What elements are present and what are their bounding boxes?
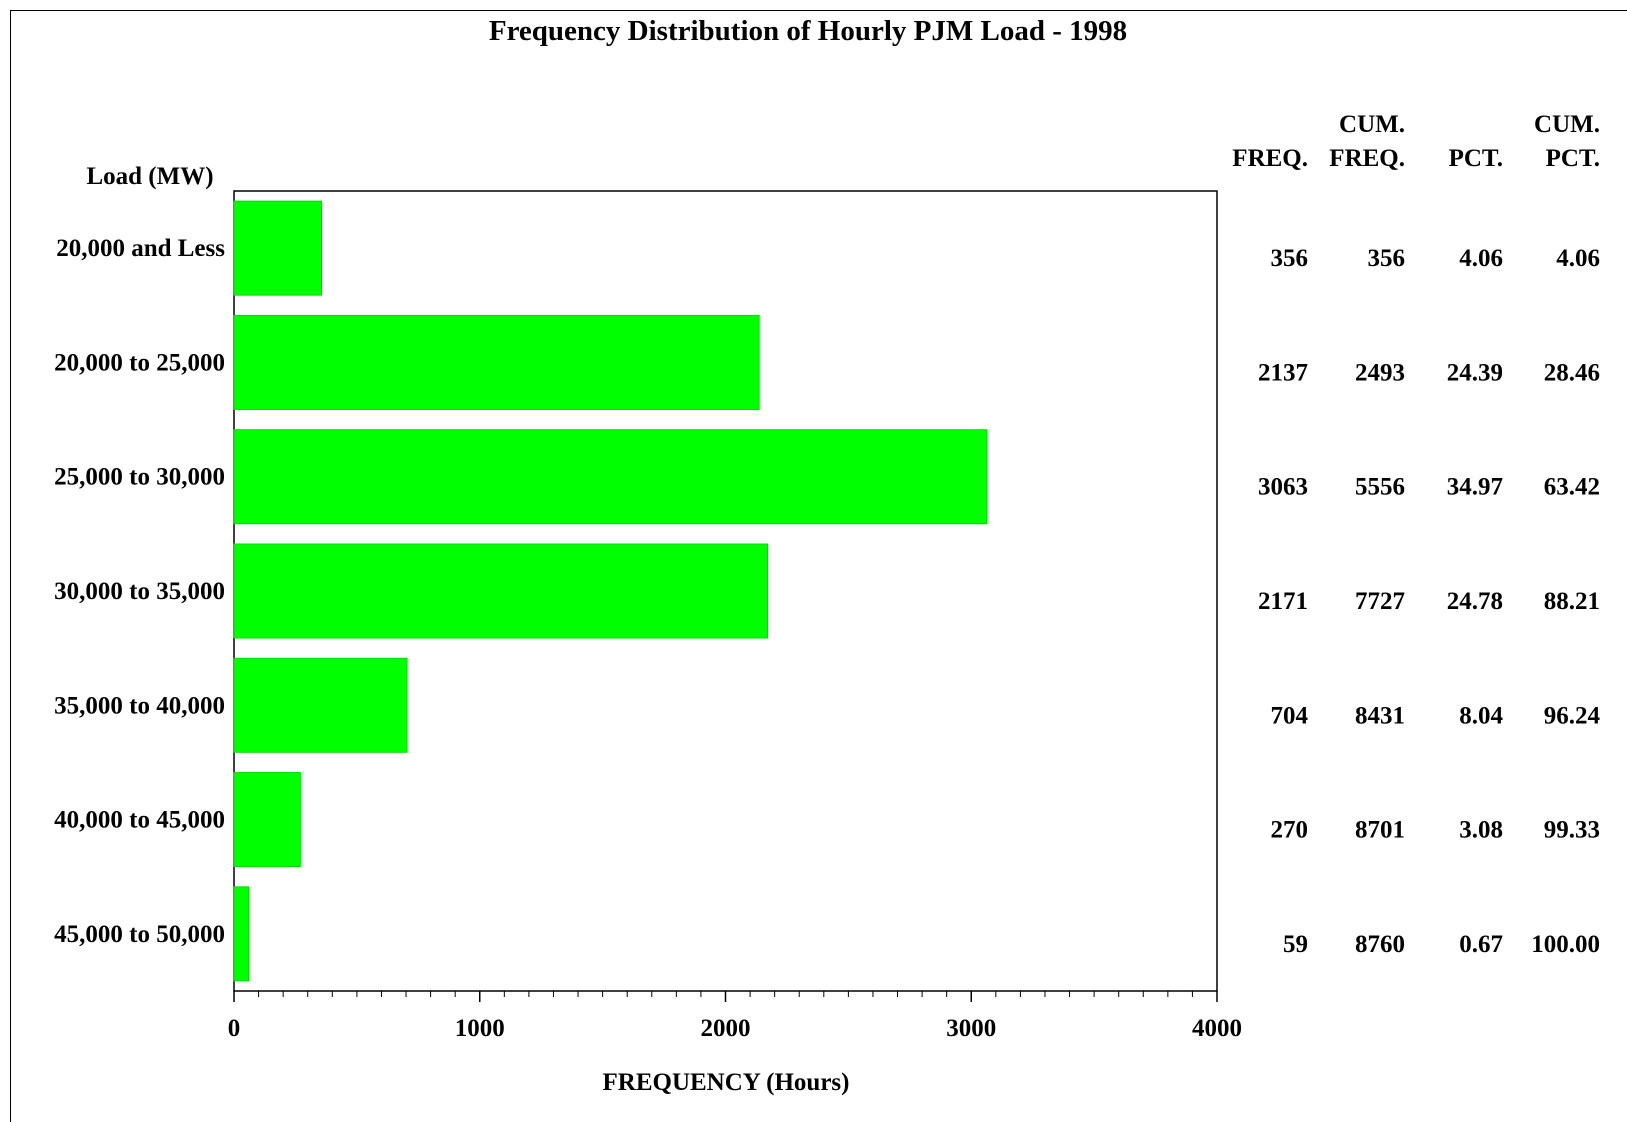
table-cell: 100.00 (1531, 931, 1600, 958)
table-cell: 5556 (1355, 474, 1405, 501)
table-cell: 270 (1271, 817, 1309, 844)
x-axis: 0 1000 2000 3000 4000 (228, 991, 1242, 1042)
x-axis-label: FREQUENCY (Hours) (603, 1069, 850, 1096)
table-cell: 356 (1368, 245, 1406, 272)
table-cell: 8701 (1355, 817, 1405, 844)
category-label: 20,000 to 25,000 (54, 349, 225, 376)
table-cell: 8431 (1355, 702, 1405, 729)
table-cell: 34.97 (1447, 474, 1503, 501)
bar-7 (233, 886, 249, 982)
x-tick-label: 4000 (1192, 1015, 1242, 1042)
category-label: 35,000 to 40,000 (54, 692, 225, 719)
table-cell: 8760 (1355, 931, 1405, 958)
bar-4 (233, 543, 769, 639)
x-tick-label: 1000 (455, 1015, 505, 1042)
table-header-line2: PCT. (1449, 145, 1503, 172)
category-label: 25,000 to 30,000 (54, 464, 225, 491)
category-label: 30,000 to 35,000 (54, 578, 225, 605)
table-cell: 28.46 (1544, 359, 1600, 386)
table-cell: 704 (1271, 702, 1309, 729)
category-label: 40,000 to 45,000 (54, 807, 225, 834)
table-cell: 356 (1271, 245, 1309, 272)
table-cell: 63.42 (1544, 474, 1600, 501)
category-label: 20,000 and Less (56, 235, 225, 262)
table-cell: 96.24 (1544, 702, 1601, 729)
frequency-table: FREQ. CUM. FREQ. PCT. CUM. PCT. 356 356 4.06 4.06… (1232, 111, 1600, 958)
table-cell: 3063 (1258, 474, 1308, 501)
table-cell: 4.06 (1556, 245, 1600, 272)
category-labels: 20,000 and Less 20,000 to 25,000 25,000 to… (54, 235, 225, 948)
x-tick-label: 3000 (946, 1015, 996, 1042)
table-cell: 2137 (1258, 359, 1308, 386)
table-cell: 3.08 (1459, 817, 1503, 844)
category-label: 45,000 to 50,000 (54, 921, 225, 948)
chart-title: Frequency Distribution of Hourly PJM Loa… (489, 15, 1127, 47)
bar-3 (233, 429, 988, 525)
y-axis-label: Load (MW) (86, 163, 213, 190)
x-tick-label: 0 (228, 1015, 241, 1042)
table-cell: 8.04 (1459, 702, 1503, 729)
table-cell: 59 (1283, 931, 1308, 958)
table-cell: 99.33 (1544, 817, 1600, 844)
chart-frame (10, 10, 1627, 1122)
table-cell: 4.06 (1459, 245, 1503, 272)
table-cell: 7727 (1355, 588, 1405, 615)
table-header-line2: FREQ. (1232, 145, 1308, 172)
table-cell: 24.78 (1447, 588, 1503, 615)
table-cell: 2493 (1355, 359, 1405, 386)
table-cell: 88.21 (1544, 588, 1600, 615)
table-cell: 24.39 (1447, 359, 1503, 386)
bar-5 (233, 657, 408, 753)
bars-layer (233, 200, 988, 982)
table-cell: 2171 (1258, 588, 1308, 615)
bar-1 (233, 200, 322, 296)
table-header-line1: CUM. (1534, 111, 1600, 138)
table-cell: 0.67 (1459, 931, 1503, 958)
table-header-line2: FREQ. (1329, 145, 1405, 172)
bar-2 (233, 314, 760, 410)
bar-6 (233, 772, 301, 868)
table-header-line1: CUM. (1339, 111, 1405, 138)
table-header-line2: PCT. (1546, 145, 1600, 172)
x-tick-label: 2000 (701, 1015, 751, 1042)
